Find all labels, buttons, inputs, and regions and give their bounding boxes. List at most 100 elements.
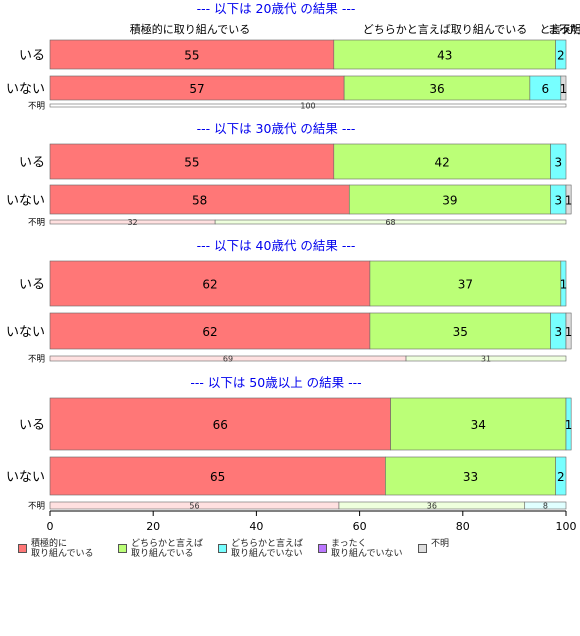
bar-segment [369,312,551,350]
data-label: 33 [463,470,478,484]
data-label: 1 [565,325,573,339]
data-label: 31 [481,355,491,364]
data-label: 43 [437,49,452,63]
x-tick-label: 20 [146,520,160,533]
bar-segment [385,456,556,496]
legend-swatch [18,544,27,553]
data-label: 62 [202,325,217,339]
panel-title: --- 以下は 20歳代 の結果 --- [197,1,356,16]
row-label: いない [6,470,45,485]
data-label: 42 [435,156,450,170]
bar-segment [390,397,567,451]
column-header: 不明. [559,23,580,36]
row-label: いる [19,418,45,433]
data-label: 55 [184,49,199,63]
column-header: と言え [540,23,573,36]
data-label: 36 [427,502,437,511]
data-label: 65 [210,470,225,484]
data-label: 34 [471,418,486,432]
row-label: いる [19,156,45,171]
data-label: 36 [429,82,444,96]
row-label: いる [19,49,45,64]
column-header: まった [548,23,580,36]
data-label: 69 [223,355,233,364]
bar-segment [49,456,386,496]
bar-segment [560,75,567,101]
bar-segment [343,75,531,101]
legend-swatch [118,544,127,553]
data-label: 56 [189,502,199,511]
data-label: 55 [184,156,199,170]
data-label: 3 [554,194,562,208]
bar-segment [550,143,567,180]
bar-segment [405,355,567,362]
legend-item: まったく 取り組んでいない [318,539,418,559]
bar-segment [49,103,567,108]
legend-label: まったく 取り組んでいない [331,539,403,559]
data-label: 57 [189,82,204,96]
panel-title: --- 以下は 40歳代 の結果 --- [197,238,356,253]
panel-title: --- 以下は 30歳代 の結果 --- [197,121,356,136]
row-label: 不明 [28,502,45,512]
bar-segment [333,143,551,180]
data-label: 32 [127,218,137,227]
bar-segment [565,184,572,215]
bar-segment [49,312,371,350]
data-label: 6 [542,82,550,96]
column-header: どちらかと言えば取り組んでいる [363,23,527,36]
panel-title: --- 以下は 50歳以上 の結果 --- [190,375,361,390]
row-label: いる [19,278,45,293]
data-label: 100 [300,102,315,111]
row-label: 不明 [28,218,45,228]
data-label: 68 [385,218,395,227]
data-label: 1 [565,194,573,208]
x-tick-label: 80 [456,520,470,533]
data-label: 39 [442,194,457,208]
data-label: 1 [565,418,573,432]
row-label: いない [6,325,45,340]
legend-item: どちらかと言えば 取り組んでいる [118,539,218,559]
row-label: 不明 [28,355,45,365]
legend-swatch [318,544,327,553]
bar-segment [49,75,345,101]
bar-segment [333,39,556,70]
data-label: 1 [560,278,568,292]
bar-segment [565,397,572,451]
x-tick-label: 60 [353,520,367,533]
bar-segment [49,184,350,215]
data-label: 1 [560,82,568,96]
legend-item: どちらかと言えば 取り組んでいない [218,539,318,559]
x-tick-label: 0 [47,520,54,533]
legend-item: 積極的に 取り組んでいる [18,539,118,559]
bar-segment [49,143,335,180]
data-label: 2 [557,49,565,63]
data-label: 62 [202,278,217,292]
column-header: 積極的に取り組んでいる [130,22,250,36]
data-label: 35 [453,325,468,339]
bar-segment [524,501,567,510]
legend: 積極的に 取り組んでいる どちらかと言えば 取り組んでいる どちらかと言えば 取… [18,539,518,559]
bar-segment [560,260,567,307]
row-label: いない [6,194,45,209]
legend-swatch [418,544,427,553]
bar-segment [348,184,551,215]
legend-item: 不明 [418,539,518,559]
x-tick-label: 100 [556,520,577,533]
data-label: 58 [192,194,207,208]
bar-segment [49,39,335,70]
data-label: 3 [554,156,562,170]
legend-label: 積極的に 取り組んでいる [31,539,94,559]
bar-segment [565,312,572,350]
bar-segment [555,39,567,70]
data-label: 8 [543,502,548,511]
bar-segment [529,75,562,101]
data-label: 66 [213,418,228,432]
x-tick-label: 40 [249,520,263,533]
legend-label: どちらかと言えば 取り組んでいる [131,539,204,559]
bar-segment [214,219,567,225]
data-label: 2 [557,470,565,484]
legend-swatch [218,544,227,553]
bar-segment [555,456,567,496]
row-label: 不明 [28,102,45,112]
